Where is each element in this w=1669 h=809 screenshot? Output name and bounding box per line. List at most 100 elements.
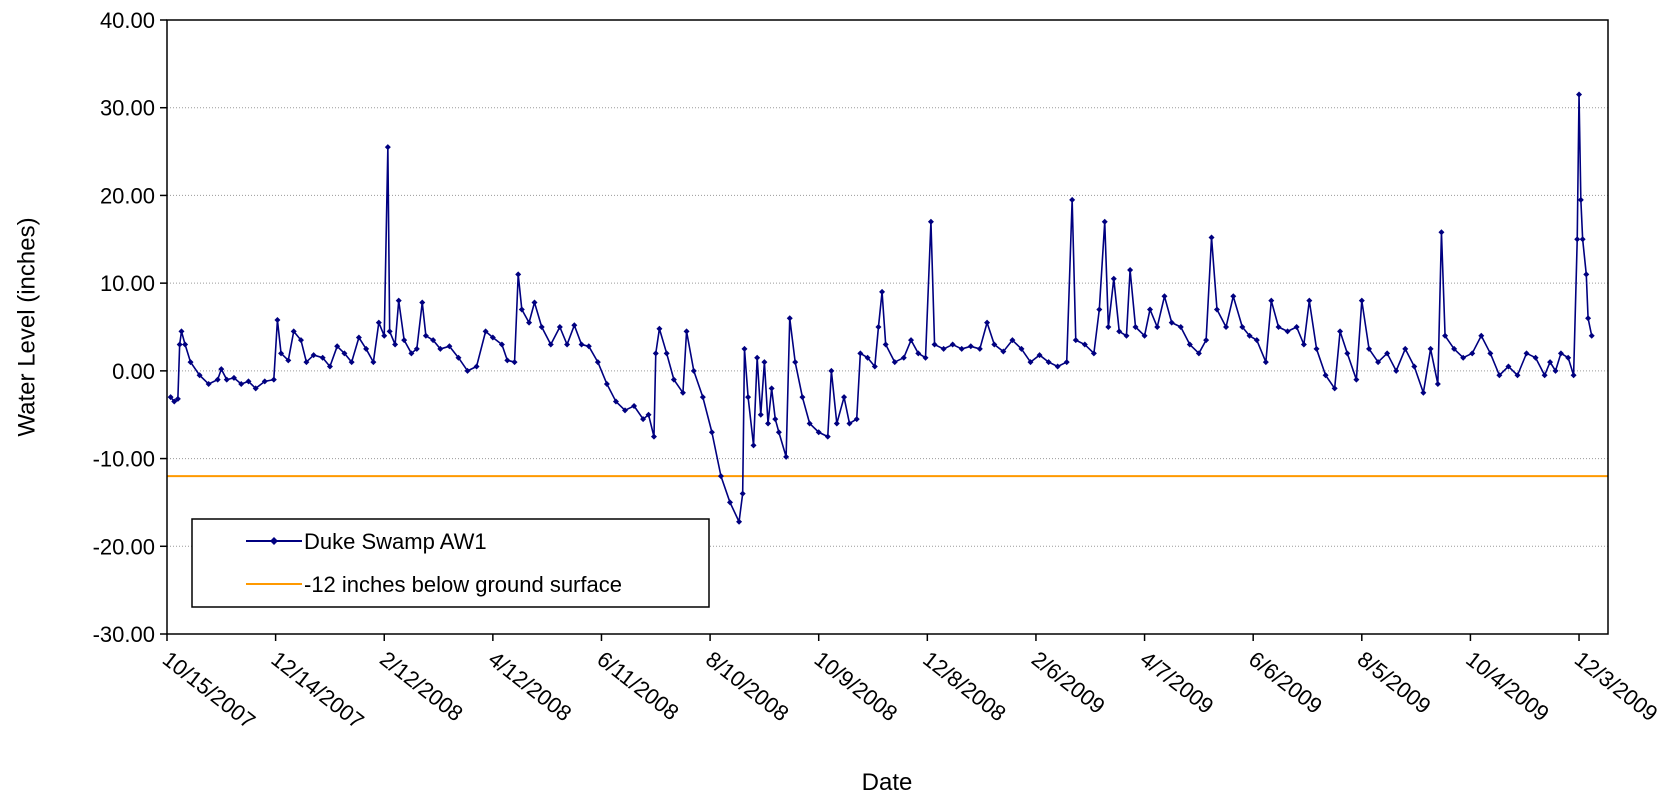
data-point	[690, 367, 697, 374]
data-point	[1565, 354, 1572, 361]
data-point	[1557, 350, 1564, 357]
data-point	[1393, 367, 1400, 374]
data-point	[1541, 372, 1548, 379]
y-tick-label: 0.00	[112, 359, 155, 384]
data-point	[1253, 337, 1260, 344]
data-point	[650, 433, 657, 440]
data-point	[384, 144, 391, 151]
data-point	[370, 359, 377, 366]
data-point	[864, 354, 871, 361]
data-point	[498, 341, 505, 348]
data-point	[511, 359, 518, 366]
data-point	[670, 376, 677, 383]
data-point	[482, 328, 489, 335]
data-point	[786, 315, 793, 322]
data-point	[775, 429, 782, 436]
data-point	[401, 337, 408, 344]
data-point	[218, 366, 225, 373]
data-point	[1460, 354, 1467, 361]
data-point	[1036, 352, 1043, 359]
data-point	[290, 328, 297, 335]
data-point	[828, 367, 835, 374]
data-point	[1547, 359, 1554, 366]
data-point	[857, 350, 864, 357]
x-tick-label: 10/4/2009	[1461, 646, 1554, 726]
x-tick-label: 8/5/2009	[1353, 646, 1436, 718]
data-point	[1116, 328, 1123, 335]
data-point	[464, 367, 471, 374]
data-point	[205, 381, 212, 388]
data-point	[564, 341, 571, 348]
data-point	[1141, 332, 1148, 339]
data-point	[386, 328, 393, 335]
data-point	[556, 324, 563, 330]
data-point	[1105, 324, 1112, 330]
data-point	[518, 306, 525, 313]
data-point	[1469, 350, 1476, 357]
data-point	[455, 354, 462, 361]
x-tick-label: 4/7/2009	[1135, 646, 1218, 718]
data-point	[1230, 293, 1237, 300]
data-point	[984, 319, 991, 326]
data-point	[1101, 218, 1108, 225]
data-point	[578, 341, 585, 348]
data-point	[274, 316, 281, 323]
data-point	[799, 394, 806, 401]
data-point	[754, 354, 761, 361]
series-line	[170, 93, 1593, 523]
data-point	[1208, 234, 1215, 241]
data-point	[1072, 337, 1079, 344]
data-point	[261, 378, 268, 385]
data-point	[1268, 297, 1275, 304]
data-point	[1306, 297, 1313, 304]
data-point	[922, 354, 929, 361]
data-point	[270, 376, 277, 383]
data-point	[717, 473, 724, 480]
data-point	[526, 319, 533, 326]
data-point	[940, 345, 947, 352]
data-point	[1018, 345, 1025, 352]
data-point	[278, 350, 285, 357]
legend-marker-data	[270, 537, 278, 545]
data-point	[1523, 350, 1530, 357]
data-point	[1442, 332, 1449, 339]
data-point	[679, 389, 686, 396]
data-point	[167, 394, 174, 401]
data-point	[1313, 345, 1320, 352]
data-point	[967, 343, 974, 350]
data-point	[363, 345, 370, 352]
data-point	[326, 363, 333, 370]
data-point	[1027, 359, 1034, 366]
data-point	[531, 299, 538, 306]
data-point	[1223, 324, 1230, 330]
data-point	[1552, 367, 1559, 374]
data-point	[1213, 306, 1220, 313]
x-tick-label: 8/10/2008	[701, 646, 794, 726]
data-point	[489, 334, 496, 341]
data-point	[879, 288, 886, 295]
data-point	[739, 490, 746, 497]
y-tick-label: -30.00	[93, 622, 155, 647]
data-point	[1505, 363, 1512, 370]
data-point	[1045, 359, 1052, 366]
data-point	[915, 350, 922, 357]
data-point	[783, 453, 790, 460]
data-point	[1284, 328, 1291, 335]
y-tick-label: 40.00	[100, 8, 155, 33]
data-point	[833, 420, 840, 427]
data-point	[683, 328, 690, 335]
data-point	[853, 416, 860, 423]
data-point	[1154, 324, 1161, 330]
data-point	[1337, 328, 1344, 335]
data-point	[908, 337, 915, 344]
data-point	[1203, 337, 1210, 344]
data-point	[741, 345, 748, 352]
data-point	[708, 429, 715, 436]
data-point	[931, 341, 938, 348]
data-point	[976, 345, 983, 352]
data-point	[1358, 297, 1365, 304]
data-point	[1293, 324, 1300, 330]
data-point	[603, 381, 610, 388]
data-point	[1054, 363, 1061, 370]
